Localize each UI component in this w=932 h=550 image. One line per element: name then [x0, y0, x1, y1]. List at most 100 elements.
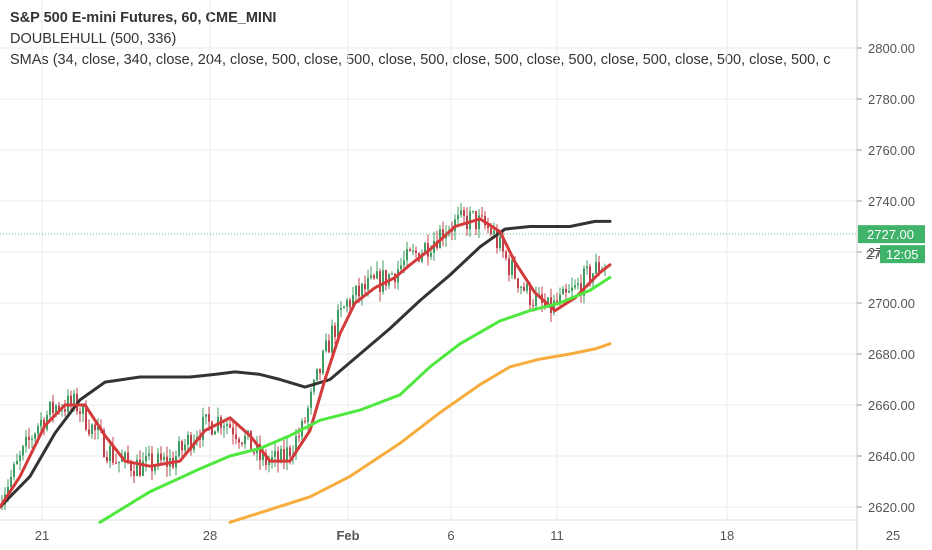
y-tick-label: 2640.00: [868, 449, 915, 464]
candle-body: [190, 434, 192, 450]
candle-body: [145, 455, 147, 462]
candle-body: [103, 430, 105, 458]
candle-body: [259, 443, 261, 461]
candle-body: [571, 287, 573, 291]
countdown-label: 12:05: [886, 247, 919, 262]
candle-body: [487, 225, 489, 229]
candle-body: [328, 340, 330, 353]
y-tick-label: 2700.00: [868, 296, 915, 311]
candle-body: [478, 215, 480, 230]
candle-body: [121, 458, 123, 462]
candle-body: [340, 308, 342, 310]
candle-body: [226, 424, 228, 427]
candle-body: [469, 211, 471, 229]
candle-body: [385, 270, 387, 286]
price-label: 2727.00 27 12:05: [858, 225, 925, 264]
candle-body: [73, 393, 75, 405]
candle-body: [10, 476, 12, 487]
candle-body: [499, 236, 501, 249]
candle-body: [535, 294, 537, 306]
candle-body: [562, 288, 564, 295]
partial-price-label: 27: [866, 247, 880, 262]
candle-body: [415, 250, 417, 253]
candle-body: [40, 419, 42, 427]
time-axis[interactable]: 21 28 Feb 6 11 18 25: [35, 528, 900, 543]
candle-body: [349, 300, 351, 308]
candle-body: [373, 275, 375, 279]
candle-body: [127, 452, 129, 462]
candle-body: [514, 260, 516, 279]
candle-body: [34, 433, 36, 439]
countdown-bg: [880, 245, 925, 264]
candle-body: [229, 424, 231, 428]
candle-body: [208, 414, 210, 422]
candle-body: [280, 448, 282, 463]
candle-body: [379, 271, 381, 292]
candle-body: [286, 447, 288, 463]
candle-body: [91, 424, 93, 435]
candle-body: [115, 462, 117, 464]
series-lines: [0, 217, 612, 524]
candle-body: [166, 456, 168, 467]
x-tick-label: 6: [447, 528, 454, 543]
candle-body: [70, 395, 72, 405]
candle-body: [424, 243, 426, 254]
candle-body: [28, 437, 30, 440]
candle-body: [556, 300, 558, 304]
candle-body: [304, 420, 306, 422]
candle-body: [367, 277, 369, 290]
candle-body: [64, 409, 66, 412]
candle-body: [133, 471, 135, 476]
candle-body: [7, 486, 9, 495]
candle-body: [274, 451, 276, 457]
grid: [0, 0, 857, 521]
candle-body: [295, 436, 297, 455]
candle-body: [253, 451, 255, 454]
candle-body: [319, 368, 321, 373]
candle-body: [517, 278, 519, 288]
candle-body: [412, 250, 414, 252]
candle-body: [337, 309, 339, 337]
candle-body: [322, 350, 324, 373]
sma-label: SMAs (34, close, 340, close, 204, close,…: [10, 52, 831, 68]
candle-body: [463, 210, 465, 216]
candle-body: [370, 275, 372, 278]
price-axis[interactable]: 2620.002640.002660.002680.002700.002720.…: [857, 41, 915, 515]
candle-body: [409, 249, 411, 251]
candle-body: [520, 286, 522, 288]
candle-body: [391, 273, 393, 275]
candle-body: [37, 426, 39, 434]
candle-body: [271, 456, 273, 462]
candle-body: [124, 452, 126, 459]
candle-body: [235, 434, 237, 440]
candle-body: [241, 442, 243, 445]
candle-body: [187, 434, 189, 445]
candle-body: [25, 437, 27, 447]
candle-body: [223, 426, 225, 428]
candle-body: [472, 211, 474, 213]
candle-body: [214, 431, 216, 435]
candle-body: [508, 258, 510, 275]
candle-body: [430, 252, 432, 257]
candle-body: [232, 427, 234, 435]
candle-body: [154, 466, 156, 471]
candle-body: [598, 262, 600, 272]
green-line: [98, 276, 612, 524]
candle-body: [19, 455, 21, 461]
candle-body: [532, 305, 534, 307]
candle-body: [577, 283, 579, 286]
candle-body: [568, 290, 570, 293]
x-tick-label: 21: [35, 528, 49, 543]
x-tick-label: 28: [203, 528, 217, 543]
y-tick-label: 2660.00: [868, 398, 915, 413]
candle-body: [493, 230, 495, 234]
x-tick-label: 25: [886, 528, 900, 543]
candle-body: [529, 284, 531, 306]
orange-line: [228, 342, 612, 524]
candle-body: [460, 210, 462, 215]
candle-body: [139, 459, 141, 476]
candle-body: [400, 265, 402, 269]
x-tick-label: 11: [550, 528, 564, 543]
